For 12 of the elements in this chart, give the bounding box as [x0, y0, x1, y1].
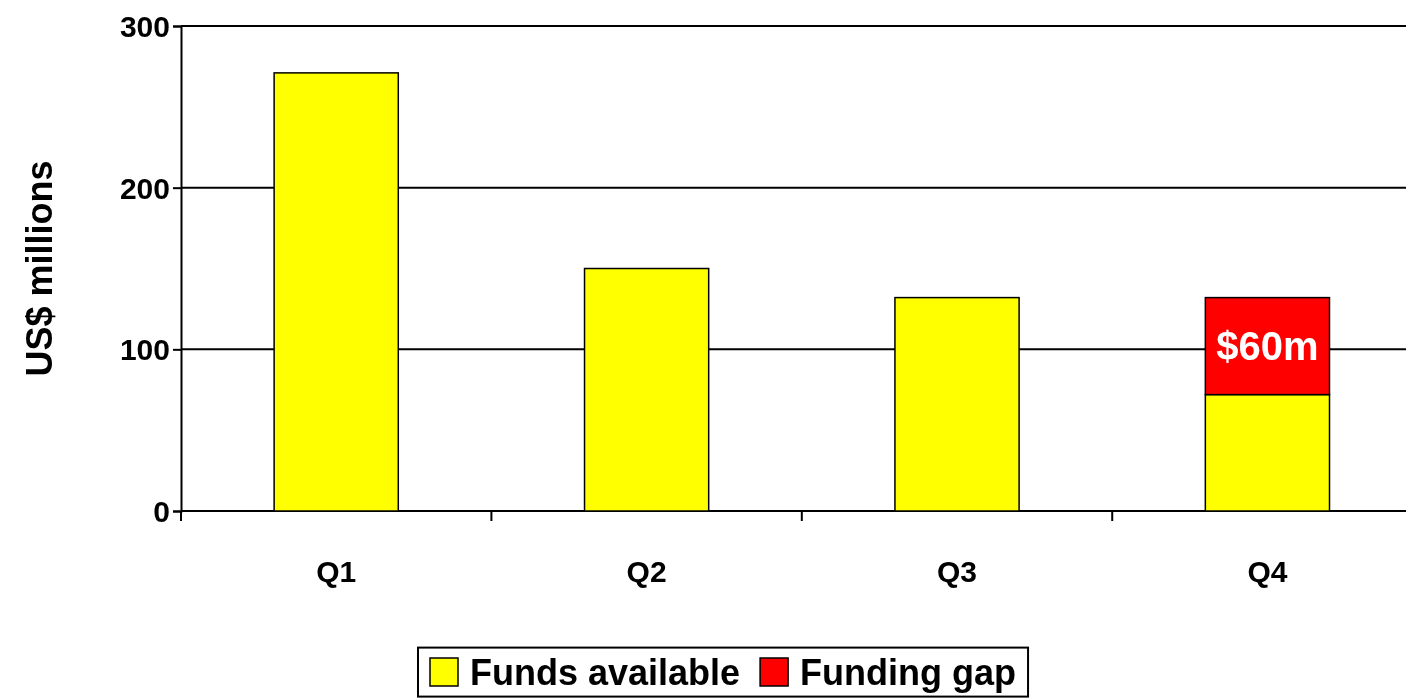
- y-tick-label: 300: [119, 10, 170, 43]
- x-tick-label: Q4: [1247, 555, 1288, 589]
- legend-label: Funds available: [470, 651, 741, 693]
- x-tick-label: Q1: [316, 555, 357, 589]
- x-tick-label: Q3: [937, 555, 978, 589]
- legend-label: Funding gap: [800, 651, 1017, 693]
- y-tick-label: 200: [119, 171, 170, 205]
- x-tick-label: Q2: [626, 555, 667, 589]
- y-tick-label: 100: [119, 333, 170, 367]
- y-tick-label: 0: [153, 495, 170, 528]
- data-label: $60m: [1216, 324, 1319, 369]
- y-axis-title: US$ millions: [19, 160, 60, 377]
